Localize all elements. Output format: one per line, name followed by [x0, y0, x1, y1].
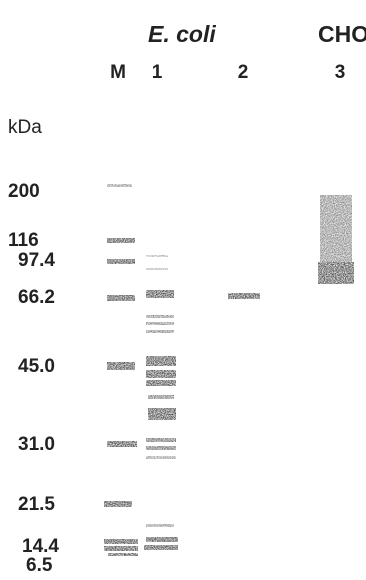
group-label: E. coli: [148, 21, 216, 47]
band: [146, 537, 178, 542]
unit-label: kDa: [8, 117, 42, 138]
marker-label: 31.0: [18, 434, 55, 455]
lane-3: [318, 195, 354, 284]
marker-label: 45.0: [18, 356, 55, 377]
marker-label: 200: [8, 181, 40, 202]
band: [107, 295, 135, 301]
marker-label: 97.4: [18, 250, 55, 271]
band: [146, 356, 176, 366]
band: [108, 553, 138, 556]
marker-label: 14.4: [22, 536, 59, 557]
band: [104, 501, 132, 507]
band: [228, 293, 260, 299]
band: [146, 290, 174, 298]
band: [146, 524, 174, 527]
band: [146, 370, 176, 378]
band: [146, 330, 174, 333]
marker-label: 66.2: [18, 287, 55, 308]
marker-label: 21.5: [18, 494, 55, 515]
lane-label: M: [110, 62, 126, 83]
lane-label: 1: [152, 62, 163, 83]
marker-label: 6.5: [26, 555, 53, 575]
lane-1: [144, 255, 178, 550]
band: [104, 539, 138, 544]
band: [146, 438, 176, 442]
band: [146, 268, 168, 270]
band: [148, 408, 176, 420]
band: [148, 395, 174, 399]
band: [146, 255, 168, 257]
page: E. coli CHO M 1 2 3 kDa 200 116 97.4 66.…: [0, 0, 366, 575]
band: [146, 446, 176, 450]
band: [107, 441, 137, 447]
band: [146, 456, 176, 459]
group-label: CHO: [318, 21, 366, 47]
lane-label: 3: [335, 62, 346, 83]
lane-2: [228, 293, 260, 299]
band: [107, 184, 132, 187]
smear: [320, 195, 352, 265]
band: [144, 545, 178, 550]
band: [107, 259, 135, 264]
band: [104, 546, 138, 551]
gel-figure: E. coli CHO M 1 2 3 kDa 200 116 97.4 66.…: [0, 0, 366, 575]
marker-label: 116: [8, 230, 39, 251]
band: [146, 315, 174, 318]
band: [146, 380, 176, 386]
band: [107, 238, 135, 243]
lane-label: 2: [238, 62, 249, 83]
lane-m: [104, 184, 138, 556]
band: [318, 262, 354, 284]
band: [107, 362, 135, 370]
band: [146, 322, 174, 325]
